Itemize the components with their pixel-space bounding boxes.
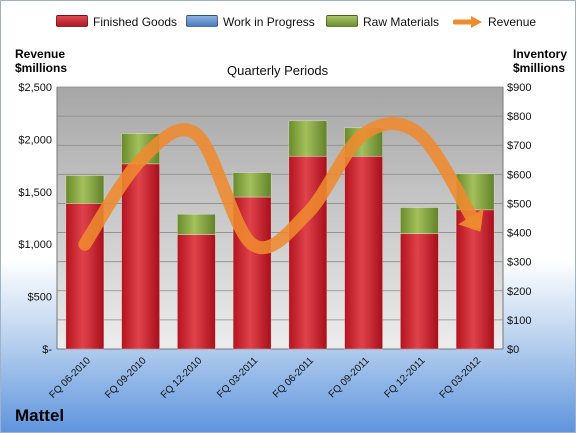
category-label: FQ 03-2012: [438, 355, 484, 401]
legend-revenue: Revenue: [452, 15, 537, 29]
left-tick-label: $2,500: [18, 82, 52, 94]
right-tick-label: $500: [507, 198, 531, 210]
bar-finished-goods: [177, 234, 216, 350]
bar-raw-materials: [288, 120, 328, 157]
bar-raw-materials: [177, 213, 216, 235]
left-tick-label: $2,000: [18, 134, 52, 146]
right-tick-label: $0: [507, 344, 519, 356]
category-label: FQ 09-2010: [103, 355, 149, 401]
right-tick-label: $200: [507, 286, 531, 298]
legend-raw-label: Raw Materials: [363, 15, 440, 29]
left-axis-header: Revenue $millions: [15, 47, 67, 75]
right-tick-label: $300: [507, 257, 531, 269]
right-tick-label: $900: [507, 82, 531, 94]
category-label: FQ 03-2011: [215, 355, 260, 400]
right-axis-header: Inventory $millions: [513, 47, 567, 75]
bar-finished-goods: [400, 233, 439, 350]
revenue-arrow-icon: [452, 16, 482, 28]
category-label: FQ 12-2010: [159, 355, 205, 401]
bar-raw-materials: [65, 175, 105, 204]
legend-work-in-progress: Work in Progress: [186, 15, 315, 29]
legend-raw-materials: Raw Materials: [326, 15, 439, 29]
category-label: FQ 06-2010: [47, 355, 93, 401]
right-axis-header-line2: $millions: [513, 61, 566, 75]
bar-finished-goods: [344, 155, 383, 350]
left-tick-label: $-: [42, 344, 52, 356]
bar-raw-materials: [232, 172, 272, 198]
left-tick-label: $500: [28, 292, 52, 304]
raw-materials-swatch: [326, 15, 358, 27]
revenue-arrowhead: [458, 208, 484, 232]
right-tick-label: $700: [507, 140, 531, 152]
chart-subtitle: Quarterly Periods: [227, 63, 329, 78]
right-axis-header-line1: Inventory: [513, 47, 568, 61]
left-tick-label: $1,500: [18, 187, 52, 199]
left-axis-header-line1: Revenue: [15, 47, 66, 61]
work-in-progress-swatch: [186, 15, 218, 27]
right-tick-label: $800: [507, 111, 531, 123]
category-label: FQ 09-2011: [327, 355, 372, 400]
legend-finished-goods: Finished Goods: [56, 15, 177, 29]
left-axis-header-line2: $millions: [15, 61, 68, 75]
bar-finished-goods: [455, 209, 495, 350]
revenue-line: [78, 117, 482, 255]
legend: Finished Goods Work in Progress Raw Mate…: [1, 15, 575, 35]
category-label: FQ 06-2011: [271, 355, 316, 400]
legend-wip-label: Work in Progress: [223, 15, 315, 29]
category-label: FQ 12-2011: [383, 355, 428, 400]
company-name: Mattel: [15, 406, 65, 425]
legend-revenue-label: Revenue: [488, 15, 537, 29]
right-tick-label: $100: [507, 315, 531, 327]
right-tick-label: $400: [507, 228, 531, 240]
legend-finished-label: Finished Goods: [93, 15, 178, 29]
bar-raw-materials: [400, 207, 439, 235]
right-tick-label: $600: [507, 169, 531, 181]
bar-finished-goods: [121, 163, 160, 350]
left-tick-label: $1,000: [18, 239, 52, 251]
finished-goods-swatch: [56, 15, 88, 27]
